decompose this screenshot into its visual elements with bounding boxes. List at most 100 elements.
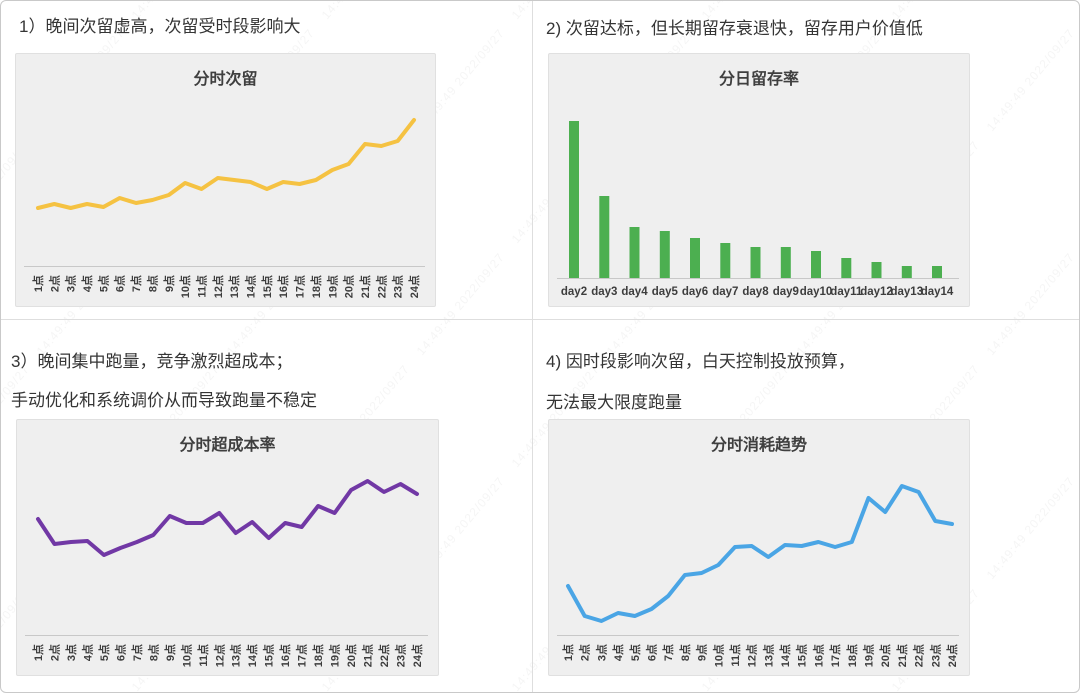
- x-axis-label: 4点: [611, 644, 625, 661]
- section-hourly-spend: 4) 因时段影响次留，白天控制投放预算， 无法最大限度跑量 分时消耗趋势 1点 2…: [533, 320, 1079, 692]
- x-axis-label: 3点: [64, 275, 78, 292]
- section-hourly-overcost: 3）晚间集中跑量，竞争激烈超成本； 手动优化和系统调价从而导致跑量不稳定 分时超…: [1, 320, 533, 692]
- bar-day4: [629, 227, 640, 278]
- x-axis-label: 23点: [391, 275, 405, 298]
- x-axis-label: 13点: [761, 644, 775, 667]
- headline-line: 无法最大限度跑量: [546, 393, 682, 412]
- x-axis-label: 4点: [80, 275, 94, 292]
- x-axis-label: 19点: [328, 644, 342, 667]
- x-axis-label: 16点: [811, 644, 825, 667]
- x-axis-label: 1点: [31, 275, 45, 292]
- x-axis-label: 17点: [295, 644, 309, 667]
- x-axis-label: 20点: [342, 275, 356, 298]
- bar-day10: [811, 251, 821, 278]
- x-axis-label: 22点: [374, 275, 388, 298]
- x-axis-label: day9: [773, 286, 799, 298]
- section-4-headline: 4) 因时段影响次留，白天控制投放预算， 无法最大限度跑量: [546, 341, 855, 423]
- x-axis-label: 24点: [945, 644, 959, 667]
- x-axis-label: 1点: [561, 644, 575, 661]
- x-axis-label: day5: [652, 286, 679, 298]
- x-axis-label: 18点: [311, 644, 325, 667]
- x-axis-label: 11点: [195, 275, 209, 298]
- headline-line: 手动优化和系统调价从而导致跑量不稳定: [11, 391, 317, 410]
- x-axis-label: day8: [742, 286, 769, 298]
- x-axis-label: 3点: [594, 644, 608, 661]
- headline-line: 1）晚间次留虚高，次留受时段影响大: [19, 17, 301, 36]
- x-axis-label: 24点: [410, 644, 424, 667]
- x-axis-label: 6点: [113, 275, 127, 292]
- x-axis-label: 5点: [96, 275, 110, 292]
- chart-title: 分时次留: [193, 71, 258, 88]
- x-axis-label: 22点: [377, 644, 391, 667]
- line-chart-canvas: 1点 2点 3点 4点 5点 6点 7点 8点 9点 10点 11点 12点 13点 14点 15点 16点 1…: [24, 118, 425, 298]
- x-axis-label: day14: [921, 286, 954, 298]
- x-axis-label: 8点: [146, 644, 160, 661]
- bar-day2: [569, 121, 579, 278]
- headline-line: 2) 次留达标，但长期留存衰退快，留存用户价值低: [546, 19, 923, 38]
- x-axis-label: day12: [860, 286, 893, 298]
- bar-day5: [659, 231, 670, 278]
- x-axis-label: day3: [591, 286, 617, 298]
- x-axis-label: 1点: [31, 644, 45, 661]
- series-line: [36, 118, 416, 210]
- x-axis-label: 7点: [129, 275, 143, 292]
- x-axis-label: 16点: [276, 275, 290, 298]
- x-axis-label: 6点: [113, 644, 127, 661]
- x-axis-label: 19点: [862, 644, 876, 667]
- x-axis-label: 15点: [262, 644, 276, 667]
- x-axis-label: 16点: [278, 644, 292, 667]
- headline-line: 3）晚间集中跑量，竞争激烈超成本；: [11, 352, 293, 371]
- bar-day8: [750, 247, 761, 278]
- x-axis-label: 5点: [97, 644, 111, 661]
- x-axis-label: 19点: [325, 275, 339, 298]
- x-axis-label: 12点: [212, 644, 226, 667]
- x-axis-label: day10: [800, 286, 833, 298]
- x-axis-label: day11: [830, 286, 863, 298]
- x-axis-label: 17点: [828, 644, 842, 667]
- bar-chart-canvas: day2 day3 day4 day5 day6 day7 day8 day9 day10day…: [557, 121, 959, 298]
- x-axis-label: 10点: [178, 275, 192, 298]
- x-axis-label: day13: [890, 286, 923, 298]
- section-hourly-next-day-retention: 1）晚间次留虚高，次留受时段影响大 分时次留 1点 2点 3点 4点 5点 6点 7点 8点 9…: [1, 1, 533, 320]
- x-axis-label: 12点: [745, 644, 759, 667]
- x-axis-label: 15点: [260, 275, 274, 298]
- section-daily-retention: 2) 次留达标，但长期留存衰退快，留存用户价值低 分日留存率 day2 day3 d…: [533, 1, 1079, 320]
- series-line: [566, 484, 954, 623]
- x-axis-label: 2点: [578, 644, 592, 661]
- x-axis-label: 23点: [928, 644, 942, 667]
- x-axis-label: 23点: [394, 644, 408, 667]
- x-axis-label: 14点: [244, 275, 258, 298]
- x-axis-label: 15点: [795, 644, 809, 667]
- x-axis-label: 21点: [895, 644, 909, 667]
- section-2-headline: 2) 次留达标，但长期留存衰退快，留存用户价值低: [546, 18, 923, 40]
- x-axis-label: day6: [682, 286, 708, 298]
- x-axis-label: 7点: [661, 644, 675, 661]
- x-axis-label: day7: [712, 286, 738, 298]
- x-axis-label: 11点: [728, 644, 742, 667]
- bar-day3: [599, 196, 610, 278]
- x-axis-label: 14点: [245, 644, 259, 667]
- bar-day12: [871, 262, 882, 278]
- chart-panel-hourly-overcost: 分时超成本率 1点 2点 3点 4点 5点 6点 7点 8点 9点 10点 11点 12点 13点 14点…: [16, 419, 439, 676]
- x-axis-label: 9点: [162, 275, 176, 292]
- x-axis-label: 17点: [293, 275, 307, 298]
- chart-panel-hourly-next-day-retention: 分时次留 1点 2点 3点 4点 5点 6点 7点 8点 9点 10点 11点 12点 13点 14点 15…: [15, 53, 436, 307]
- x-axis-label: 4点: [80, 644, 94, 661]
- x-axis-label: 7点: [130, 644, 144, 661]
- x-axis-label: day2: [561, 286, 587, 298]
- x-axis-label: 12点: [211, 275, 225, 298]
- bar-day13: [901, 266, 912, 278]
- section-1-headline: 1）晚间次留虚高，次留受时段影响大: [19, 16, 300, 38]
- x-axis-label: 2点: [47, 275, 61, 292]
- x-axis-label: 13点: [227, 275, 241, 298]
- x-axis-label: 2点: [48, 644, 62, 661]
- line-chart-canvas: 1点 2点 3点 4点 5点 6点 7点 8点 9点 10点 11点 12点 13点 14点 15点 16点 1…: [557, 484, 959, 667]
- chart-panel-hourly-spend: 分时消耗趋势 1点 2点 3点 4点 5点 6点 7点 8点 9点 10点 11点 12点 13点 14点…: [548, 419, 970, 676]
- x-axis-label: 9点: [695, 644, 709, 661]
- line-chart-canvas: 1点 2点 3点 4点 5点 6点 7点 8点 9点 10点 11点 12点 13点 14点 15点 16点 1…: [25, 479, 428, 667]
- x-axis-label: 10点: [179, 644, 193, 667]
- x-axis-label: 8点: [678, 644, 692, 661]
- x-axis-label: 22点: [912, 644, 926, 667]
- x-axis-label: 3点: [64, 644, 78, 661]
